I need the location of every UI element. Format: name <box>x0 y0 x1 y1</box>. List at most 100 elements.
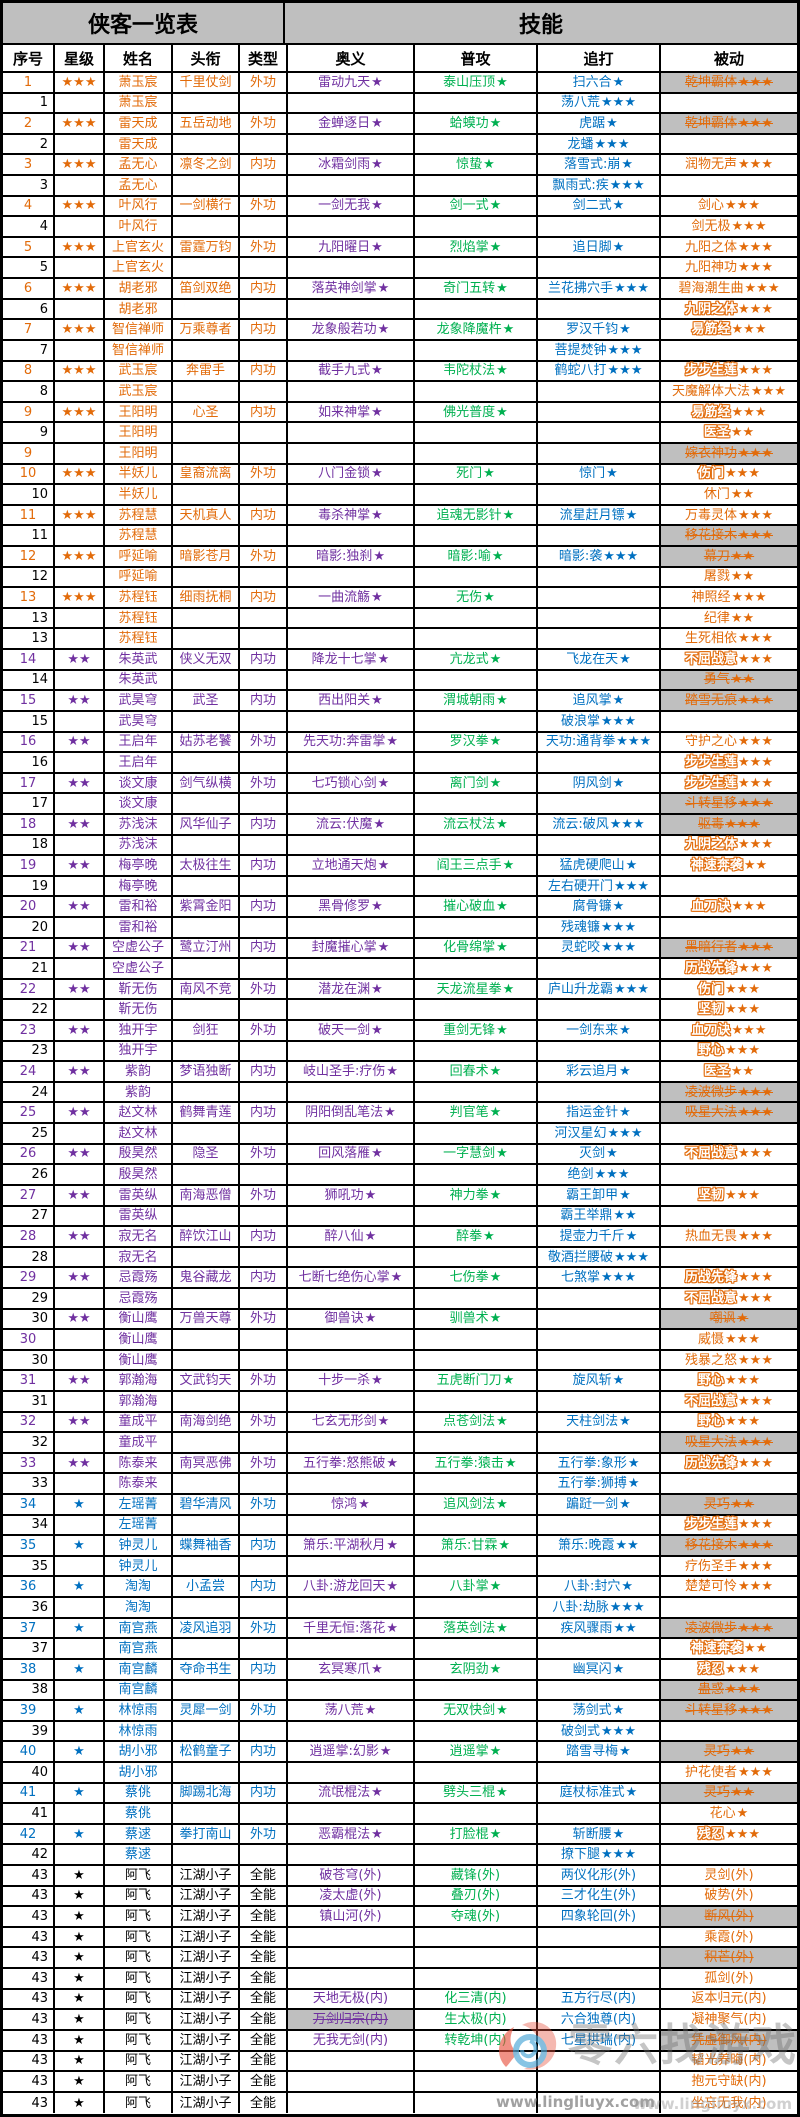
cell-hero-type <box>240 1206 288 1228</box>
cell-passive-skill: 威慑 ★★★ <box>661 1330 797 1351</box>
cell-number: 43 <box>3 1886 55 1908</box>
cell-passive-skill: 九阳神功 ★★★ <box>661 258 797 280</box>
cell-star-rating: ★★★ <box>55 196 105 218</box>
cell-hero-name: 郭瀚海 <box>105 1392 173 1413</box>
cell-hero-name: 殷昊然 <box>105 1165 173 1186</box>
cell-mystery-skill <box>288 1556 415 1578</box>
cell-passive-skill: 返本归元(内) <box>661 1990 797 2011</box>
cell-normal-attack <box>415 217 538 238</box>
cell-hero-title: 南海恶僧 <box>173 1185 240 1207</box>
cell-chase-attack <box>538 567 661 589</box>
cell-mystery-skill: 镇山河(外) <box>288 1907 415 1928</box>
cell-star-rating <box>55 670 105 692</box>
cell-chase-attack: 惊门 ★ <box>538 464 661 486</box>
cell-number: 39 <box>3 1721 55 1743</box>
cell-hero-type: 全能 <box>240 2010 288 2031</box>
cell-hero-type: 外功 <box>240 732 288 754</box>
cell-star-rating: ★ <box>55 2072 105 2093</box>
cell-star-rating <box>55 1598 105 1619</box>
cell-hero-type <box>240 1515 288 1537</box>
cell-hero-type <box>240 1598 288 1619</box>
table-row: 11 苏程慧 移花接木 ★★★ <box>3 526 797 548</box>
cell-passive-skill: 热血无畏 ★★★ <box>661 1227 797 1248</box>
cell-hero-title: 蝶舞袖香 <box>173 1536 240 1557</box>
cell-star-rating: ★ <box>55 1577 105 1599</box>
cell-chase-attack <box>538 2072 661 2093</box>
cell-hero-name: 独开宇 <box>105 1021 173 1042</box>
table-row: 21 ★★ 空虚公子 鹭立汀州 内功 封魔摧心掌 ★ 化骨绵掌 ★ 灵蛇咬 ★★★ 黑暗行者 ★★★ <box>3 938 797 960</box>
cell-hero-name: 胡老邪 <box>105 279 173 300</box>
cell-star-rating: ★★★ <box>55 114 105 135</box>
cell-chase-attack: 五行拳:狮搏 ★ <box>538 1474 661 1496</box>
cell-star-rating <box>55 258 105 280</box>
cell-number: 11 <box>3 505 55 527</box>
cell-passive-skill: 神照经 ★★★ <box>661 588 797 609</box>
cell-number: 34 <box>3 1495 55 1516</box>
cell-mystery-skill <box>288 1000 415 1022</box>
cell-chase-attack <box>538 423 661 444</box>
table-row: 2 ★★★ 雷天成 五岳动地 外功 金蝉逐日 ★ 蛤蟆功 ★ 虎踞 ★ 乾坤霸体 ★★★ <box>3 114 797 135</box>
cell-chase-attack: 飘雨式:疾 ★★★ <box>538 176 661 197</box>
table-row: 17 ★★ 谈文康 剑气纵横 外功 七巧锁心剑 ★ 离门剑 ★ 阴风剑 ★ 步步生莲 ★★★ <box>3 773 797 795</box>
cell-number: 24 <box>3 1062 55 1083</box>
cell-hero-title: 碧华清风 <box>173 1495 240 1516</box>
cell-mystery-skill: 狮吼功 ★ <box>288 1185 415 1207</box>
cell-hero-title <box>173 1721 240 1743</box>
cell-number: 29 <box>3 1268 55 1289</box>
cell-mystery-skill <box>288 443 415 465</box>
cell-hero-type <box>240 1124 288 1145</box>
cell-passive-skill <box>661 1598 797 1619</box>
cell-normal-attack: 醉拳 ★ <box>415 1227 538 1248</box>
cell-hero-title <box>173 423 240 444</box>
cell-chase-attack <box>538 1392 661 1413</box>
cell-passive-skill: 抱元守缺(内) <box>661 2072 797 2093</box>
cell-hero-name: 空虚公子 <box>105 938 173 960</box>
cell-hero-name: 王启年 <box>105 753 173 774</box>
cell-number: 40 <box>3 1742 55 1763</box>
cell-passive-skill: 凌波微步 ★★★ <box>661 1082 797 1104</box>
cell-passive-skill: 伤门 ★★★ <box>661 980 797 1001</box>
cell-hero-name: 谈文康 <box>105 794 173 815</box>
cell-hero-name: 半妖儿 <box>105 464 173 486</box>
cell-hero-title <box>173 1680 240 1702</box>
table-row: 5 ★★★ 上官玄火 雷霆万钧 外功 九阳曜日 ★ 烈焰掌 ★ 追日脚 ★ 九阳之体 ★★★ <box>3 237 797 259</box>
cell-hero-name: 靳无伤 <box>105 1000 173 1022</box>
cell-number: 18 <box>3 835 55 857</box>
cell-mystery-skill <box>288 835 415 857</box>
cell-mystery-skill <box>288 1124 415 1145</box>
cell-hero-name: 寂无名 <box>105 1247 173 1269</box>
cell-star-rating <box>55 794 105 815</box>
cell-star-rating: ★ <box>55 1907 105 1928</box>
cell-passive-skill: 乘霞(外) <box>661 1928 797 1949</box>
cell-mystery-skill <box>288 1762 415 1784</box>
cell-hero-name: 蔡逑 <box>105 1845 173 1867</box>
cell-chase-attack <box>538 1000 661 1022</box>
cell-mystery-skill <box>288 1804 415 1825</box>
cell-hero-type <box>240 1165 288 1186</box>
cell-star-rating: ★ <box>55 1783 105 1805</box>
cell-number: 26 <box>3 1165 55 1186</box>
cell-mystery-skill: 暗影:独刹 ★ <box>288 547 415 568</box>
cell-number: 12 <box>3 567 55 589</box>
table-row: 10 ★★★ 半妖儿 皇裔流离 外功 八门金锁 ★ 死门 ★ 惊门 ★ 伤门 ★★★ <box>3 464 797 486</box>
cell-star-rating: ★ <box>55 2051 105 2073</box>
cell-hero-name: 童成平 <box>105 1433 173 1454</box>
cell-normal-attack <box>415 258 538 280</box>
cell-passive-skill: 勇气 ★★ <box>661 670 797 692</box>
cell-passive-skill: 灵剑(外) <box>661 1866 797 1887</box>
cell-number: 42 <box>3 1824 55 1846</box>
cell-star-rating: ★ <box>55 1948 105 1970</box>
cell-normal-attack <box>415 1474 538 1496</box>
cell-star-rating <box>55 299 105 321</box>
cell-passive-skill: 历战先锋 ★★★ <box>661 959 797 980</box>
cell-hero-name: 空虚公子 <box>105 959 173 980</box>
cell-number: 29 <box>3 1288 55 1310</box>
cell-mystery-skill <box>288 711 415 733</box>
cell-number: 30 <box>3 1309 55 1331</box>
cell-hero-name: 上官玄火 <box>105 258 173 280</box>
cell-hero-type: 内功 <box>240 505 288 527</box>
cell-hero-name: 谈文康 <box>105 773 173 795</box>
cell-passive-skill: 步步生莲 ★★★ <box>661 774 797 795</box>
column-header-0: 序号 <box>3 45 55 73</box>
cell-hero-type <box>240 1330 288 1351</box>
